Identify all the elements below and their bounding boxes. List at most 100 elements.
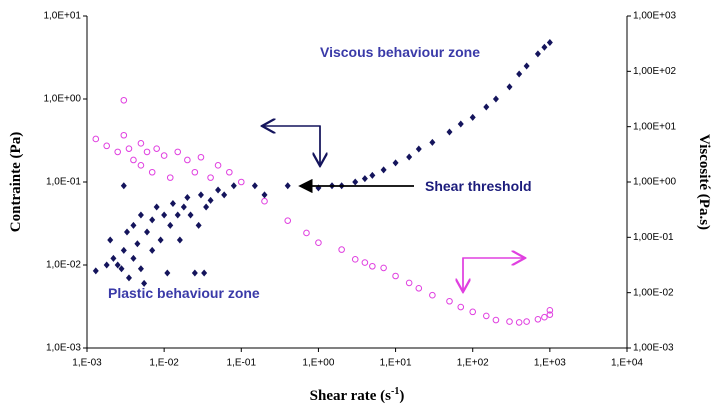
point [352,178,359,186]
point [114,148,121,156]
point [315,239,322,246]
x-axis-title-sup: -1 [391,386,399,397]
y2-tick-label: 1,00E+03 [633,11,677,22]
point [103,142,110,150]
x-tick-label: 1,E+03 [534,358,566,369]
point [157,236,164,244]
point [215,186,222,194]
point [184,156,191,164]
arrow [262,126,321,166]
y2-tick-label: 1,00E+02 [633,66,677,77]
x-tick-label: 1,E-02 [149,358,179,369]
x-tick-label: 1,E-01 [227,358,257,369]
point [103,261,110,269]
point [187,211,194,219]
point [261,191,268,199]
point [541,313,548,321]
point [361,175,368,183]
point [130,254,137,262]
point [303,229,310,237]
plot-area: 1,E-03 1,E-02 1,E-01 1,E+00 1,E+01 1,E+02 1,E+… [43,11,676,369]
point [130,221,137,229]
point [180,203,187,211]
x-tick-label: 1,E+01 [380,358,412,369]
annotation: Shear threshold [425,178,532,194]
point [446,128,453,136]
point [137,265,144,273]
point [123,228,130,236]
point [541,43,548,51]
point [153,203,160,211]
point [149,246,156,254]
y2-tick-label: 1,00E-03 [633,343,674,354]
x-axis-title-part: ) [399,388,404,404]
point [125,274,132,282]
point [120,182,127,190]
y-tick-label: 1,0E+00 [43,94,81,105]
point [492,95,499,103]
y2-tick-label: 1,00E-01 [633,232,674,243]
point [380,264,387,272]
point [251,182,258,190]
point [457,120,464,128]
point [516,70,523,78]
point [148,168,156,176]
x-tick-label: 1,E+00 [302,358,334,369]
point [230,182,237,190]
x-tick-label: 1,E-03 [72,358,102,369]
y2-tick-label: 1,00E+00 [633,177,677,188]
annotation: Viscous behaviour zone [320,44,480,60]
point [134,240,141,248]
point [369,262,376,270]
point [174,148,182,156]
y-axis-title: Contrainte (Pa) [8,132,24,232]
point [197,191,204,199]
point [92,267,99,275]
point [415,145,422,153]
point [338,246,345,253]
point [197,153,205,161]
x-tick-label: 1,E+04 [611,358,643,369]
point [506,83,513,91]
point [446,297,453,305]
point [137,162,145,169]
point [406,153,413,161]
point [361,259,369,266]
point [92,135,100,143]
point [143,148,151,156]
point [226,168,233,176]
point [392,272,399,280]
point [380,166,387,174]
point [392,159,399,167]
point [130,156,137,164]
point [469,113,476,121]
point [284,182,291,190]
point [107,236,114,244]
point [118,265,125,273]
point [469,308,477,316]
point [284,217,292,224]
point [207,196,214,204]
point [153,145,160,152]
point [429,138,436,146]
point [534,50,541,58]
point [429,291,436,299]
point [506,318,513,325]
y-tick-label: 1,0E-02 [46,260,81,271]
point [166,174,174,181]
point [141,279,148,287]
y-tick-label: 1,0E+01 [43,11,81,22]
point [120,96,128,104]
point [221,191,228,199]
point [369,171,376,179]
point [161,211,168,219]
point [261,197,268,205]
point [482,312,490,320]
point [114,261,121,269]
point [351,256,359,263]
point [125,145,133,152]
point [203,203,210,211]
point [534,316,542,323]
y2-tick-label: 1,00E+01 [633,121,677,132]
